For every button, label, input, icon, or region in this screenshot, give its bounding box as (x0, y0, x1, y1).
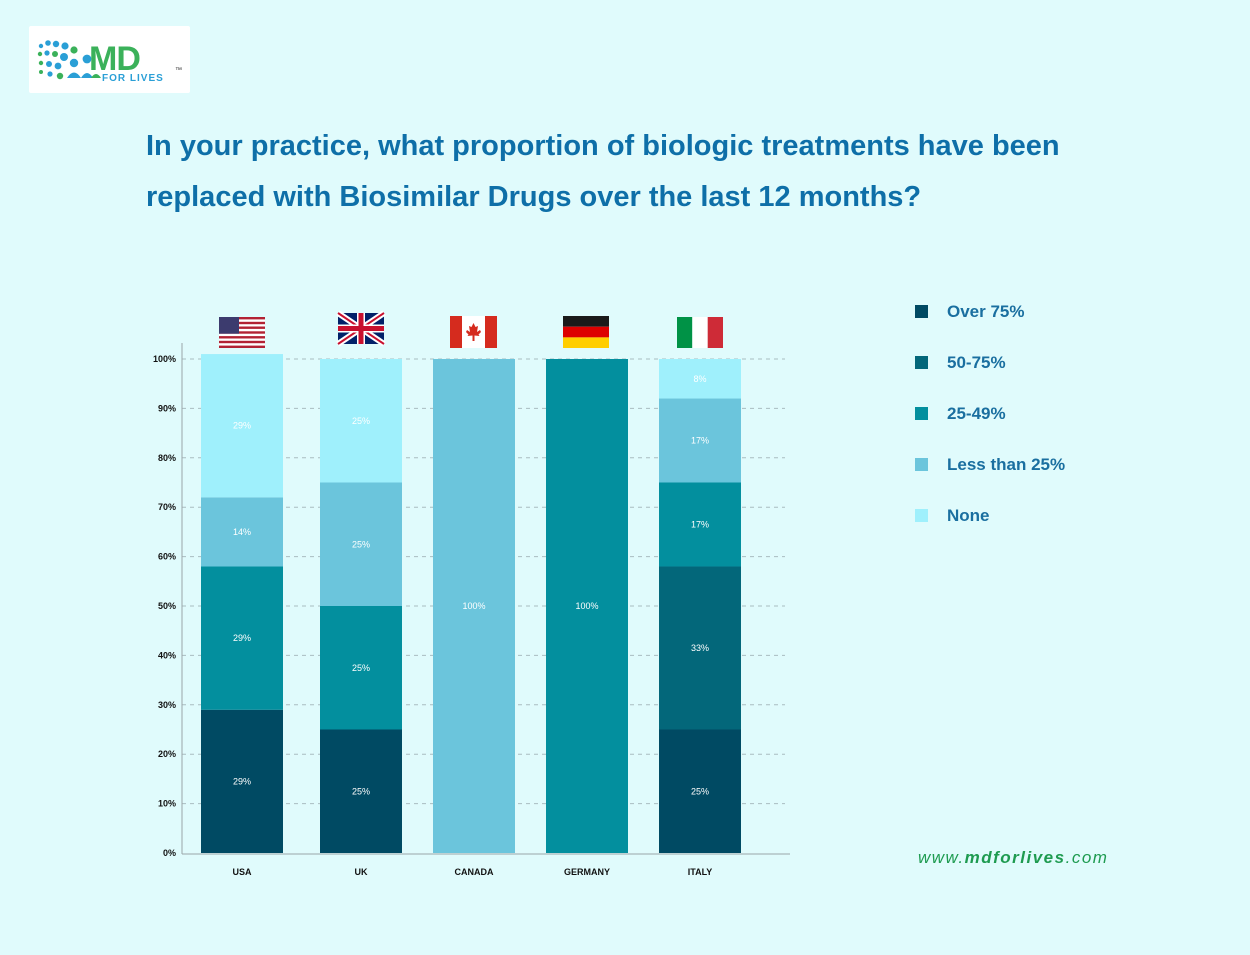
bar-segment (320, 729, 402, 853)
bar-segment (320, 482, 402, 606)
bar-segment (320, 359, 402, 483)
x-tick-label: CANADA (455, 867, 494, 877)
y-tick-label: 10% (158, 799, 176, 809)
y-tick-label: 40% (158, 650, 176, 660)
legend-label: 25-49% (947, 404, 1006, 423)
bar-segment (659, 398, 741, 483)
website-prefix: www. (918, 848, 965, 867)
data-label: 17% (691, 436, 709, 446)
y-tick-label: 80% (158, 453, 176, 463)
bar-segment (201, 497, 283, 567)
germany-flag-icon (563, 316, 609, 348)
data-label: 25% (352, 539, 370, 549)
legend-label: Less than 25% (947, 455, 1066, 474)
bar-segment (201, 354, 283, 498)
logo-graphic: MD FOR LIVES ™ (37, 40, 182, 84)
data-label: 25% (352, 416, 370, 426)
legend-label: None (947, 506, 990, 525)
logo-dots-icon (37, 40, 101, 80)
y-tick-label: 100% (153, 354, 176, 364)
legend-swatch (915, 407, 928, 420)
legend-swatch (915, 356, 928, 369)
y-tick-label: 70% (158, 502, 176, 512)
chart-title: In your practice, what proportion of bio… (146, 130, 1060, 213)
data-label: 29% (233, 421, 251, 431)
data-label: 29% (233, 776, 251, 786)
bars: 29% 29% 14% 29% 25% 25% 25% 25% 100% 100% 25% 33% 17… (201, 354, 741, 853)
website-url: www.mdforlives.com (918, 848, 1108, 868)
x-tick-label: UK (355, 867, 368, 877)
legend-label: Over 75% (947, 302, 1025, 321)
canada-flag-icon (450, 316, 497, 348)
data-label: 25% (352, 786, 370, 796)
data-label: 8% (693, 374, 706, 384)
data-label: 17% (691, 519, 709, 529)
trademark-symbol: ™ (175, 67, 182, 74)
y-tick-label: 0% (163, 848, 176, 858)
y-tick-label: 60% (158, 552, 176, 562)
y-tick-label: 50% (158, 601, 176, 611)
bar-segment (546, 359, 628, 853)
data-label: 33% (691, 643, 709, 653)
x-tick-label: USA (232, 867, 252, 877)
website-brand: mdforlives (964, 848, 1066, 867)
data-label: 25% (691, 786, 709, 796)
x-tick-label: GERMANY (564, 867, 610, 877)
brand-logo: MD FOR LIVES ™ (29, 26, 190, 93)
legend-swatch (915, 509, 928, 522)
uk-flag-icon (336, 310, 386, 347)
bar-segment (659, 566, 741, 730)
bar-segment (659, 729, 741, 853)
bar-segment (201, 566, 283, 710)
legend-swatch (915, 458, 928, 471)
data-label: 25% (352, 663, 370, 673)
logo-text: MD (89, 40, 140, 78)
legend-label: 50-75% (947, 353, 1006, 372)
data-label: 100% (462, 601, 485, 611)
data-label: 100% (575, 601, 598, 611)
y-tick-label: 20% (158, 749, 176, 759)
bar-segment (659, 482, 741, 567)
bar-segment (320, 606, 402, 730)
us-flag-icon (219, 317, 265, 348)
x-tick-label: ITALY (688, 867, 713, 877)
website-suffix: .com (1065, 848, 1109, 867)
bar-segment (201, 709, 283, 853)
legend-swatch (915, 305, 928, 318)
y-tick-label: 90% (158, 403, 176, 413)
italy-flag-icon (677, 317, 723, 348)
y-tick-label: 30% (158, 700, 176, 710)
country-flags (219, 310, 723, 348)
bar-segment (433, 359, 515, 853)
bar-segment (659, 359, 741, 399)
logo-subtext: FOR LIVES (102, 73, 164, 84)
data-label: 29% (233, 633, 251, 643)
axes: 0% 10% 20% 30% 40% 50% 60% 70% 80% 90% 100% USA UK CA… (153, 343, 790, 877)
data-label: 14% (233, 527, 251, 537)
